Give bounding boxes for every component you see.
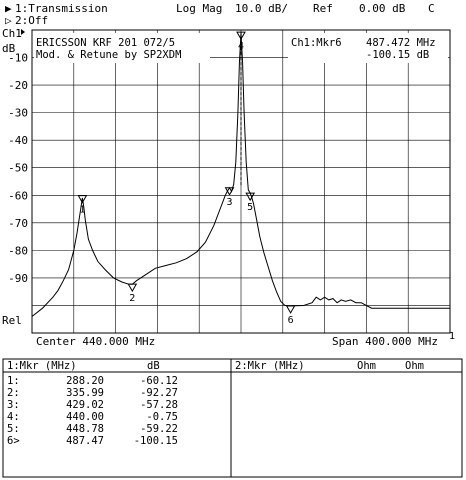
trace2-label: 2:Off	[15, 14, 48, 27]
marker-2-triangle	[127, 283, 138, 293]
trace1-label: 1:Transmission	[15, 2, 108, 15]
table1-row-value: -100.15	[134, 435, 178, 447]
unit-label: dB	[2, 42, 16, 55]
format-label: Log Mag	[176, 2, 222, 15]
table2-unit-2: Ohm	[405, 360, 424, 372]
marker-4-label: 4	[238, 41, 244, 52]
chart-grid	[32, 30, 450, 333]
table1-unit: dB	[147, 360, 160, 372]
span-frequency: Span 400.000 MHz	[332, 335, 438, 348]
trace1-active-marker: ▶	[5, 2, 12, 15]
table2-title: 2:Mkr (MHz)	[235, 360, 305, 372]
active-marker-background	[288, 33, 448, 63]
table1-row-frequency: 440.00	[66, 411, 104, 423]
channel-label: Ch1	[2, 27, 22, 40]
marker-6-triangle	[285, 305, 296, 314]
marker-4-triangle	[236, 31, 246, 41]
table1-row-frequency: 448.78	[66, 423, 104, 435]
table1-row-value: -60.12	[140, 375, 178, 387]
marker-layer: 1 2 3 4 5 6	[77, 31, 296, 326]
ref-value: 0.00 dB	[359, 2, 406, 15]
table1-row-frequency: 288.20	[66, 375, 104, 387]
center-frequency: Center 440.000 MHz	[36, 335, 155, 348]
y-tick-label: -80	[8, 244, 28, 257]
table1-row-id: 3:	[7, 399, 20, 411]
y-tick-label: -30	[8, 107, 28, 120]
table1-row-id: 2:	[7, 387, 20, 399]
reference-pointer-icon	[21, 29, 25, 35]
trace-layer	[31, 32, 450, 317]
table1-row-value: -0.75	[146, 411, 178, 423]
table1-row-value: -59.22	[140, 423, 178, 435]
marker-table-1: 1:Mkr (MHz) dB 1: 288.20 -60.12 2: 335.99 -92…	[2, 358, 232, 478]
table1-row-id: 5:	[7, 423, 20, 435]
marker-5-triangle	[245, 192, 256, 202]
y-tick-label: -90	[8, 272, 28, 285]
table1-row-frequency: 429.02	[66, 399, 104, 411]
marker-2-label: 2	[129, 293, 135, 304]
y-tick-label: -40	[8, 134, 28, 147]
y-tick-labels: -10 -20 -30 -40 -50 -60 -70 -80 -90	[8, 52, 28, 285]
rel-label: Rel	[2, 314, 22, 327]
marker-3-triangle	[224, 187, 235, 196]
cal-flag: C	[428, 2, 435, 15]
marker-1-triangle	[77, 195, 88, 204]
active-marker-frequency: 487.472 MHz	[366, 37, 436, 49]
note-line-2: Mod. & Retune by SP2XDM	[36, 49, 181, 61]
table1-row-value: -92.27	[140, 387, 178, 399]
marker-3-label: 3	[227, 197, 233, 208]
table1-row-id: 4:	[7, 411, 20, 423]
y-tick-label: -50	[8, 162, 28, 175]
table1-row-frequency: 335.99	[66, 387, 104, 399]
table1-row-frequency: 487.47	[66, 435, 104, 447]
table1-row-id: 1:	[7, 375, 20, 387]
marker-table-2: 2:Mkr (MHz) Ohm Ohm	[230, 358, 463, 478]
note-background	[34, 33, 210, 63]
trace2-marker: ▷	[5, 14, 12, 27]
plot-frame	[31, 29, 451, 334]
y-tick-label: -10	[8, 52, 28, 65]
table2-unit-1: Ohm	[357, 360, 376, 372]
active-marker-label: Ch1:Mkr6	[291, 37, 342, 49]
table1-title: 1:Mkr (MHz)	[7, 360, 77, 372]
table1-frame	[2, 358, 232, 478]
note-line-1: ERICSSON KRF 201 072/5	[36, 37, 175, 49]
table1-row-value: -57.28	[140, 399, 178, 411]
marker-1-label: 1	[79, 205, 85, 216]
trace-end-label: 1	[449, 331, 455, 342]
table1-rows: 1: 288.20 -60.12 2: 335.99 -92.27 3: 429.02 -57.…	[7, 375, 178, 447]
ref-label: Ref	[313, 2, 333, 15]
transmission-trace	[31, 32, 450, 317]
y-tick-label: -20	[8, 79, 28, 92]
marker-6-label: 6	[288, 315, 294, 326]
table1-row-id: 6>	[7, 435, 20, 447]
active-marker-value: -100.15 dB	[366, 49, 429, 61]
y-tick-label: -60	[8, 189, 28, 202]
table2-frame	[230, 358, 463, 478]
scale-label: 10.0 dB/	[235, 2, 288, 15]
marker-5-label: 5	[247, 202, 253, 213]
y-tick-label: -70	[8, 217, 28, 230]
